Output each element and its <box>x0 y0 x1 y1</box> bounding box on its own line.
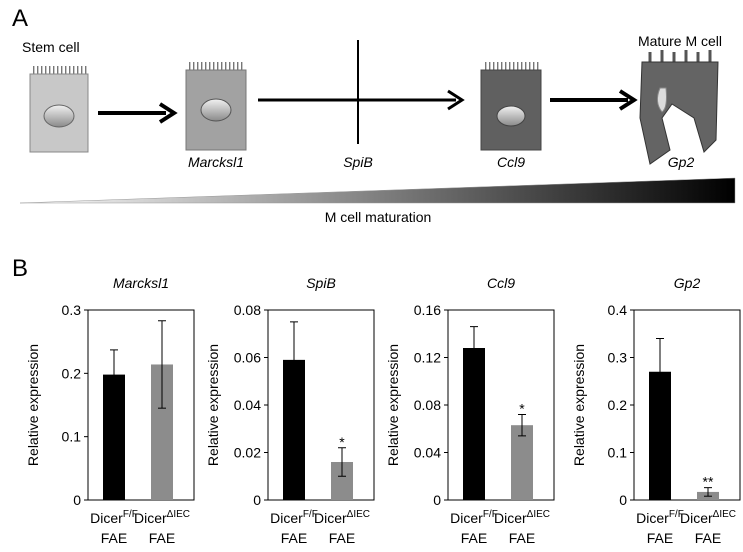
y-tick-label: 0.2 <box>62 365 82 381</box>
arrow-head <box>618 89 638 111</box>
category-sup: ΔIEC <box>347 509 370 520</box>
error-bar <box>290 321 298 399</box>
x-tick-label: DicerF/F <box>90 509 138 526</box>
maturation-gradient <box>19 177 736 204</box>
y-axis-label: Relative expression <box>205 344 221 466</box>
x-tick-label: DicerΔIEC <box>134 509 190 526</box>
x-tick-label: DicerΔIEC <box>314 509 370 526</box>
error-bar <box>110 349 118 400</box>
error-bar <box>704 487 712 497</box>
y-tick-label: 0.04 <box>234 397 261 413</box>
y-axis-label: Relative expression <box>571 344 587 466</box>
x-tick-label: DicerF/F <box>636 509 684 526</box>
category-sup: F/F <box>303 509 318 520</box>
x-tick-label: FAE <box>101 530 127 546</box>
category-name: Dicer <box>494 510 527 526</box>
y-tick-label: 0 <box>433 492 441 508</box>
x-tick-label: DicerΔIEC <box>494 509 550 526</box>
y-tick-label: 0 <box>253 492 261 508</box>
x-tick-label: FAE <box>647 530 673 546</box>
category-sup: ΔIEC <box>167 509 190 520</box>
microvilli <box>32 66 88 74</box>
y-tick-label: 0.08 <box>234 302 261 318</box>
y-tick-label: 0.3 <box>608 350 628 366</box>
bar <box>649 371 671 500</box>
x-tick-label: DicerF/F <box>450 509 498 526</box>
x-tick-label: FAE <box>281 530 307 546</box>
nucleus <box>43 104 75 128</box>
marker-label: Gp2 <box>668 154 695 170</box>
nucleus <box>496 105 526 127</box>
significance: * <box>339 434 345 450</box>
y-tick-label: 0.1 <box>62 429 82 445</box>
y-tick-label: 0.4 <box>608 302 628 318</box>
bar <box>463 348 485 500</box>
plot-frame <box>87 309 195 501</box>
y-tick-label: 0.16 <box>414 302 441 318</box>
microvilli <box>188 62 244 70</box>
error-bar <box>656 338 664 406</box>
x-tick-label: DicerF/F <box>270 509 318 526</box>
error-bar <box>158 320 166 409</box>
m-cell <box>639 50 719 165</box>
y-tick-label: 0.3 <box>62 302 82 318</box>
error-bar <box>470 326 478 370</box>
arrow-head <box>158 102 178 124</box>
category-name: Dicer <box>636 510 669 526</box>
y-tick-label: 0.04 <box>414 445 441 461</box>
gradient-label: M cell maturation <box>325 209 432 225</box>
x-tick-label: FAE <box>149 530 175 546</box>
category-sup: F/F <box>483 509 498 520</box>
x-tick-label: DicerΔIEC <box>680 509 736 526</box>
x-tick-label: FAE <box>509 530 535 546</box>
y-tick-label: 0.12 <box>414 350 441 366</box>
category-sup: F/F <box>123 509 138 520</box>
bar <box>331 462 353 500</box>
y-tick-label: 0.2 <box>608 397 628 413</box>
category-name: Dicer <box>90 510 123 526</box>
microvilli <box>483 62 539 70</box>
marker-label: SpiB <box>343 154 373 170</box>
y-tick-label: 0 <box>73 492 81 508</box>
category-sup: F/F <box>669 509 684 520</box>
bar <box>511 425 533 500</box>
category-name: Dicer <box>680 510 713 526</box>
category-name: Dicer <box>450 510 483 526</box>
marker-label: Marcksl1 <box>188 154 244 170</box>
significance: * <box>519 401 525 417</box>
chart-title: Marcksl1 <box>113 275 169 291</box>
panel-label: A <box>12 5 28 32</box>
y-axis-label: Relative expression <box>25 344 41 466</box>
y-axis-label: Relative expression <box>385 344 401 466</box>
chart-title: Gp2 <box>674 275 701 291</box>
x-tick-label: FAE <box>329 530 355 546</box>
category-sup: ΔIEC <box>527 509 550 520</box>
chart-title: Ccl9 <box>487 275 515 291</box>
y-tick-label: 0.08 <box>414 397 441 413</box>
nucleus <box>200 98 232 122</box>
bar <box>151 364 173 500</box>
y-tick-label: 0.1 <box>608 445 628 461</box>
category-name: Dicer <box>314 510 347 526</box>
error-bar <box>518 414 526 437</box>
stage-label: Stem cell <box>22 39 80 55</box>
x-tick-label: FAE <box>695 530 721 546</box>
y-tick-label: 0.02 <box>234 445 261 461</box>
error-bar <box>338 447 346 477</box>
bar <box>283 359 305 500</box>
marker-label: Ccl9 <box>497 154 525 170</box>
category-name: Dicer <box>270 510 303 526</box>
category-name: Dicer <box>134 510 167 526</box>
bar <box>103 374 125 500</box>
arrow-head <box>447 89 465 111</box>
significance: ** <box>703 474 714 490</box>
category-sup: ΔIEC <box>713 509 736 520</box>
y-tick-label: 0.06 <box>234 350 261 366</box>
x-tick-label: FAE <box>461 530 487 546</box>
chart-title: SpiB <box>306 275 336 291</box>
stage-label: Mature M cell <box>638 33 722 49</box>
panel-label: B <box>12 255 28 282</box>
y-tick-label: 0 <box>619 492 627 508</box>
